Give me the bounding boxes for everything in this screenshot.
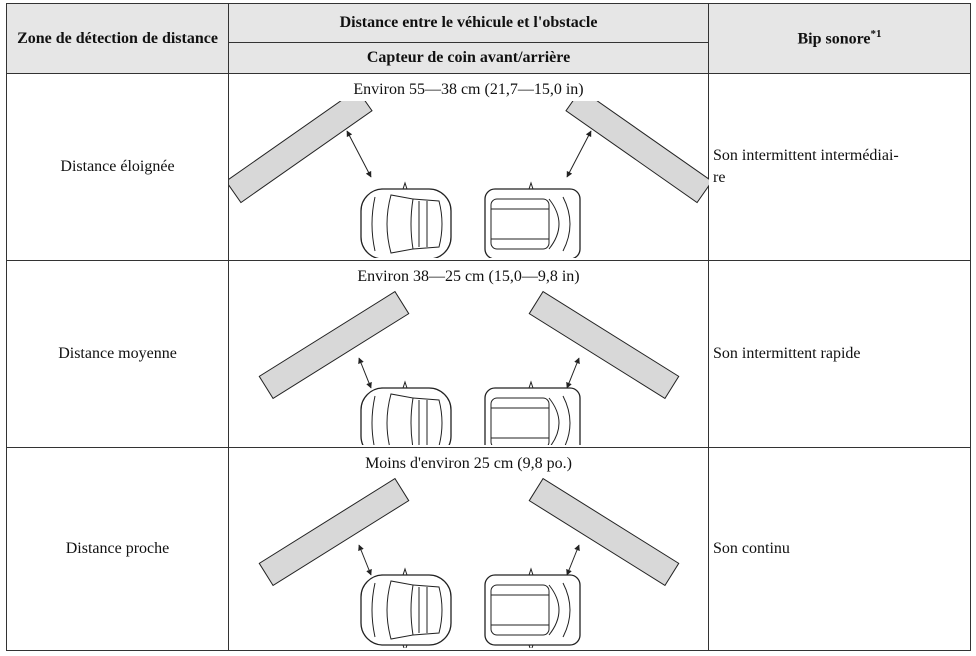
- beep-cell: Son intermittent intermédiai-re: [708, 73, 971, 261]
- header-zone: Zone de détection de distance: [6, 3, 229, 74]
- illustration: [258, 477, 680, 648]
- beep-cell: Son intermittent rapide: [708, 260, 971, 448]
- beep-cell: Son continu: [708, 447, 971, 651]
- diagram-cell: Environ 38—25 cm (15,0—9,8 in): [228, 260, 709, 448]
- illustration: [258, 290, 680, 445]
- header-beep-text: Bip sonore: [797, 30, 871, 48]
- diagram-cell: Moins d'environ 25 cm (9,8 po.): [228, 447, 709, 651]
- zone-cell: Distance éloignée: [6, 73, 229, 261]
- beep-text: Son intermittent rapide: [713, 345, 861, 362]
- header-distance: Distance entre le véhicule et l'obstacle: [228, 3, 709, 43]
- range-caption: Moins d'environ 25 cm (9,8 po.): [365, 455, 572, 472]
- beep-text: Son continu: [713, 540, 790, 557]
- row: Distance moyenne Environ 38—25 cm (15,0—9…: [6, 260, 971, 448]
- range-caption: Environ 38—25 cm (15,0—9,8 in): [357, 268, 580, 285]
- header-beep-note: *1: [870, 28, 882, 41]
- row: Distance proche Moins d'environ 25 cm (9,…: [6, 447, 971, 651]
- distance-table: Zone de détection de distance Distance e…: [6, 3, 971, 651]
- row: Distance éloignée Environ 55—38 cm (21,7—…: [6, 73, 971, 261]
- diagram-cell: Environ 55—38 cm (21,7—15,0 in): [228, 73, 709, 261]
- beep-text: re: [713, 169, 726, 186]
- illustration: [229, 101, 709, 258]
- range-caption: Environ 55—38 cm (21,7—15,0 in): [353, 81, 584, 98]
- zone-cell: Distance proche: [6, 447, 229, 651]
- header-beep: Bip sonore*1: [708, 3, 971, 74]
- beep-text: Son intermittent intermédiai-: [713, 147, 899, 164]
- zone-cell: Distance moyenne: [6, 260, 229, 448]
- header-sensor: Capteur de coin avant/arrière: [228, 42, 709, 74]
